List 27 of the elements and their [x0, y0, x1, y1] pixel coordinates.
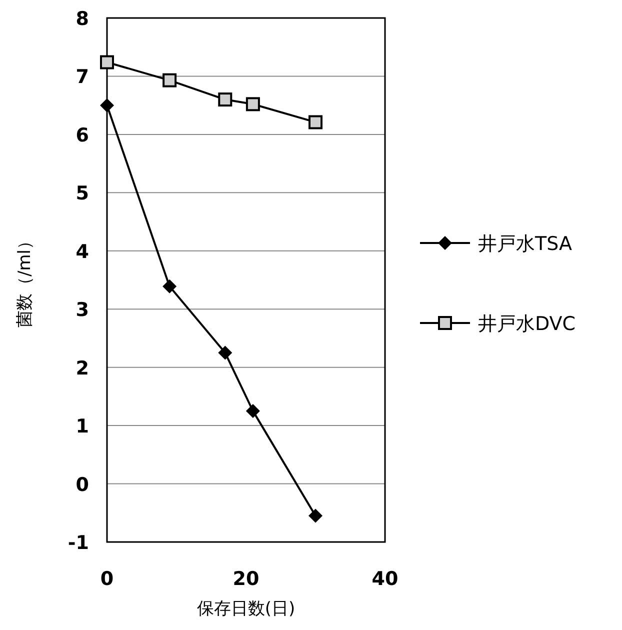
x-tick-label: 40	[372, 568, 398, 590]
y-tick-label: 7	[76, 66, 89, 88]
point	[162, 73, 177, 88]
point	[162, 279, 177, 294]
y-tick-label: 6	[76, 124, 89, 146]
point	[218, 92, 232, 107]
y-tick-label: 4	[76, 240, 89, 263]
y-tick-label: 1	[76, 416, 89, 438]
y-tick-label: 0	[76, 474, 89, 496]
y-tick-label: -1	[68, 532, 89, 554]
point	[218, 346, 232, 360]
point	[246, 404, 260, 418]
x-tick-label: 20	[232, 568, 260, 590]
legend-label: 井戸水DVC	[478, 313, 576, 335]
y-tick-label: 5	[76, 182, 89, 205]
point	[100, 98, 114, 112]
y-tick-label: 3	[76, 299, 89, 322]
x-axis-title: 保存日数(日)	[196, 599, 296, 619]
y-axis-title: 菌数（/ml）	[15, 232, 35, 328]
y-tick-label: 8	[76, 8, 89, 30]
point	[100, 55, 114, 70]
point	[308, 508, 322, 523]
x-tick-label: 0	[100, 568, 114, 590]
legend-label: 井戸水TSA	[478, 233, 572, 255]
point	[308, 115, 322, 130]
point	[246, 97, 260, 112]
y-tick-label: 2	[76, 357, 89, 380]
